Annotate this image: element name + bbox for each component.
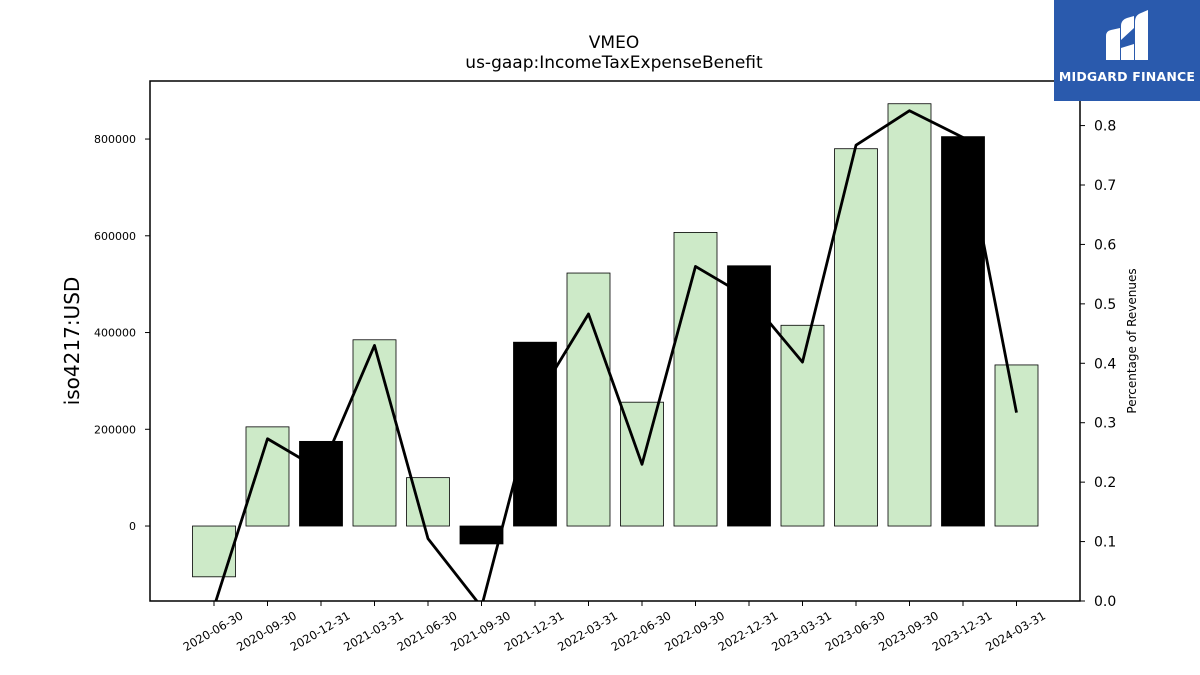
x-tick-label: 2020-09-30 [234, 608, 299, 654]
chart-title: VMEO [589, 33, 639, 53]
plot-frame [149, 80, 1081, 602]
bar-2021-03-31 [352, 339, 397, 527]
y-tick-label-left: 800000 [94, 133, 136, 146]
y-tick-label-right: 0.0 [1094, 594, 1116, 610]
percentage-line [214, 109, 1018, 601]
y-axis-left: 0 200000 400000 600000 800000 [94, 133, 150, 533]
y-axis-label-left: iso4217:USD [60, 277, 84, 406]
x-tick-label: 2023-09-30 [876, 608, 941, 654]
bar-2023-03-31 [780, 324, 825, 527]
bar-2024-03-31 [994, 364, 1039, 527]
bar-2022-09-30 [673, 232, 718, 527]
bar-2023-06-30 [834, 148, 878, 527]
bar-2021-09-30 [459, 525, 504, 545]
y-tick-label-right: 0.4 [1094, 356, 1116, 372]
y-tick-label-right: 0.5 [1094, 297, 1116, 313]
y-tick-label-right: 0.1 [1094, 535, 1116, 551]
logo-text: MIDGARD FINANCE [1058, 69, 1196, 84]
midgard-finance-logo: MIDGARD FINANCE [1054, 0, 1200, 101]
y-axis-label-right: Percentage of Revenues [1125, 268, 1139, 413]
x-tick-label: 2024-03-31 [983, 608, 1048, 654]
x-tick-label: 2023-12-31 [930, 608, 995, 654]
bars-layer [192, 103, 1039, 578]
bar-2023-09-30 [887, 103, 932, 527]
bar-2020-06-30 [192, 525, 236, 578]
bar-2020-09-30 [245, 426, 290, 527]
x-tick-label: 2022-06-30 [609, 608, 674, 654]
y-tick-label-right: 0.8 [1094, 119, 1116, 135]
chart-subtitle: us-gaap:IncomeTaxExpenseBenefit [465, 53, 763, 73]
y-tick-label-left: 200000 [94, 423, 136, 436]
x-tick-label: 2021-09-30 [448, 608, 513, 654]
x-tick-label: 2023-06-30 [823, 608, 888, 654]
bar-2020-12-31 [299, 440, 343, 527]
y-tick-label-right: 0.2 [1094, 475, 1116, 491]
x-axis: 2020-06-302020-09-302020-12-312021-03-31… [181, 601, 1048, 654]
x-tick-label: 2023-03-31 [769, 608, 834, 654]
x-tick-label: 2021-12-31 [502, 608, 567, 654]
line-layer [214, 109, 1018, 601]
x-tick-label: 2020-12-31 [288, 608, 353, 654]
y-tick-label-left: 400000 [94, 327, 136, 340]
bar-2022-03-31 [566, 272, 611, 527]
x-tick-label: 2022-03-31 [555, 608, 620, 654]
y-axis-right: 0.0 0.1 0.2 0.3 0.4 0.5 0.6 0.7 0.8 [1080, 119, 1116, 610]
x-tick-label: 2021-06-30 [395, 608, 460, 654]
y-tick-label-left: 600000 [94, 230, 136, 243]
x-tick-label: 2021-03-31 [341, 608, 406, 654]
y-tick-label-right: 0.3 [1094, 416, 1116, 432]
x-tick-label: 2020-06-30 [181, 608, 246, 654]
y-tick-label-right: 0.7 [1094, 178, 1116, 194]
bar-2021-12-31 [513, 341, 557, 527]
y-tick-label-left: 0 [129, 520, 136, 533]
bar-2022-12-31 [727, 265, 771, 527]
x-tick-label: 2022-09-30 [662, 608, 727, 654]
y-tick-label-right: 0.6 [1094, 237, 1116, 253]
x-tick-label: 2022-12-31 [716, 608, 781, 654]
midgard-finance-logo-icon [1106, 10, 1148, 60]
bar-2023-12-31 [941, 136, 985, 527]
